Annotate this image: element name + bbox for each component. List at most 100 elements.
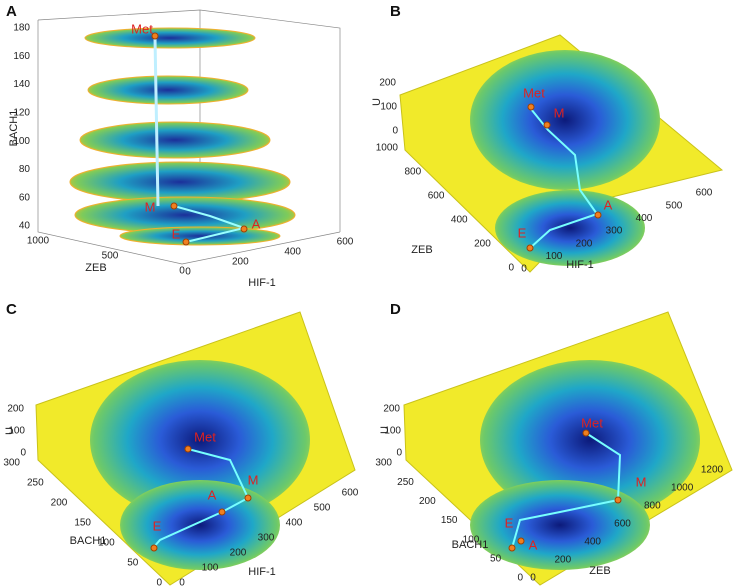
tick-label: 300 — [3, 458, 20, 469]
state-dot — [582, 429, 590, 437]
tick-label: 200 — [230, 548, 247, 559]
tick-label: 0 — [396, 448, 402, 459]
tick-label: 600 — [696, 188, 713, 199]
tick-label: 1200 — [701, 465, 724, 476]
tick-label: 500 — [102, 251, 119, 262]
tick-label: 200 — [576, 238, 593, 249]
state-dot — [594, 211, 602, 219]
axis-title: ZEB — [589, 565, 610, 577]
tick-label: 0 — [508, 263, 514, 274]
state-dot — [508, 544, 516, 552]
tick-label: 300 — [606, 226, 623, 237]
tick-label: 0 — [530, 573, 536, 584]
axis-title: HIF-1 — [248, 566, 276, 578]
tick-label: 400 — [284, 247, 301, 258]
panel-d-surface — [403, 311, 733, 586]
tick-label: 600 — [342, 488, 359, 499]
tick-label: 200 — [232, 257, 249, 268]
tick-label: 300 — [258, 533, 275, 544]
state-label: E — [505, 515, 514, 530]
tick-label: 800 — [405, 167, 422, 178]
tick-label: 160 — [13, 51, 30, 62]
state-dot — [240, 225, 248, 233]
tick-label: 100 — [202, 563, 219, 574]
state-dot — [244, 494, 252, 502]
tick-label: 80 — [19, 164, 31, 175]
tick-label: 250 — [27, 478, 44, 489]
tick-label: 0 — [392, 126, 398, 137]
tick-label: 150 — [74, 518, 91, 529]
panel-letter: A — [6, 3, 17, 20]
tick-label: 200 — [554, 555, 571, 566]
tick-label: 140 — [13, 79, 30, 90]
state-label: M — [248, 472, 259, 487]
state-dot — [517, 537, 525, 545]
state-label: Met — [131, 21, 153, 36]
tick-label: 200 — [51, 498, 68, 509]
tick-label: 100 — [13, 136, 30, 147]
state-dot — [218, 508, 226, 516]
state-label: Met — [523, 85, 545, 100]
tick-label: 200 — [379, 78, 396, 89]
tick-label: 600 — [614, 519, 631, 530]
panel-a-box — [37, 9, 341, 265]
axis-title: BACH1 — [70, 535, 107, 547]
tick-label: 300 — [375, 458, 392, 469]
state-dot — [526, 244, 534, 252]
tick-label: 50 — [127, 558, 139, 569]
state-dot — [150, 544, 158, 552]
axis-title: BACH1 — [8, 110, 20, 147]
tick-label: 200 — [419, 496, 436, 507]
tick-label: 0 — [20, 448, 26, 459]
axis-title: HIF-1 — [248, 277, 276, 289]
tick-label: 40 — [19, 221, 31, 232]
panel-c-surface — [35, 311, 356, 586]
axis-title: U — [371, 98, 383, 106]
state-dot — [527, 103, 535, 111]
tick-label: 180 — [13, 23, 30, 34]
tick-label: 800 — [644, 501, 661, 512]
tick-label: 150 — [441, 515, 458, 526]
tick-label: 100 — [98, 538, 115, 549]
tick-label: 120 — [13, 107, 30, 118]
tick-label: 100 — [463, 534, 480, 545]
tick-label: 100 — [384, 426, 401, 437]
tick-label: 400 — [451, 215, 468, 226]
tick-label: 500 — [314, 503, 331, 514]
state-label: E — [153, 518, 162, 533]
state-dot — [170, 202, 178, 210]
state-label: E — [518, 225, 527, 240]
tick-label: 400 — [584, 537, 601, 548]
tick-label: 0 — [517, 573, 523, 584]
tick-label: 250 — [397, 477, 414, 488]
axis-title: ZEB — [85, 262, 106, 274]
tick-label: 1000 — [376, 143, 399, 154]
tick-label: 0 — [185, 267, 191, 278]
state-label: A — [604, 197, 613, 212]
panel-letter: C — [6, 301, 17, 318]
tick-label: 400 — [286, 518, 303, 529]
tick-label: 600 — [337, 237, 354, 248]
tick-label: 200 — [383, 404, 400, 415]
tick-label: 0 — [179, 578, 185, 588]
tick-label: 1000 — [671, 483, 694, 494]
panel-b-surface — [399, 34, 724, 273]
state-label: A — [208, 487, 217, 502]
tick-label: 200 — [7, 404, 24, 415]
axis-title: ZEB — [411, 244, 432, 256]
state-label: M — [554, 105, 565, 120]
state-label: A — [529, 537, 538, 552]
tick-label: 50 — [490, 553, 502, 564]
axis-title: U — [4, 427, 16, 435]
tick-label: 1000 — [27, 236, 50, 247]
state-label: Met — [194, 429, 216, 444]
state-label: E — [172, 226, 181, 241]
tick-label: 500 — [666, 200, 683, 211]
tick-label: 200 — [474, 239, 491, 250]
panel-letter: B — [390, 3, 401, 20]
tick-label: 100 — [380, 102, 397, 113]
panel-letter: D — [390, 301, 401, 318]
state-label: M — [145, 199, 156, 214]
state-dot — [151, 32, 159, 40]
